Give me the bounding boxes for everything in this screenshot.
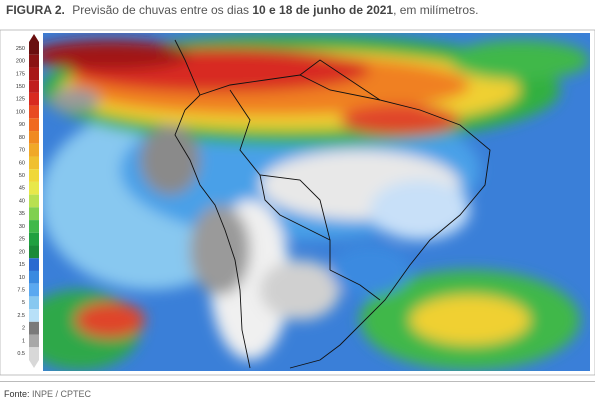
figure-label: FIGURA 2.: [6, 3, 65, 17]
colorbar-arrow: [29, 34, 39, 42]
colorbar-swatch: [29, 347, 39, 360]
colorbar-swatch: [29, 245, 39, 259]
caption-dates: 10 e 18 de junho de 2021: [252, 3, 394, 17]
colorbar-swatch: [29, 92, 39, 106]
colorbar-swatch: [29, 232, 39, 246]
colorbar-arrow: [29, 360, 39, 368]
colorbar-swatch: [29, 296, 39, 310]
colorbar-swatch: [29, 258, 39, 271]
source-text: INPE / CPTEC: [32, 389, 92, 399]
colorbar-swatch: [29, 309, 39, 322]
colorbar-swatch: [29, 118, 39, 132]
colorbar-label: 2.5: [17, 313, 25, 319]
colorbar-label: 2: [22, 326, 25, 332]
colorbar-swatch: [29, 207, 39, 221]
colorbar-label: 10: [19, 275, 25, 281]
colorbar-swatch: [29, 194, 39, 208]
colorbar-label: 80: [19, 135, 25, 141]
caption-text: Previsão de chuvas entre os dias: [72, 3, 253, 17]
colorbar-swatch: [29, 131, 39, 144]
colorbar-label: 20: [19, 249, 25, 255]
colorbar-label: 25: [19, 237, 25, 243]
colorbar-swatch: [29, 220, 39, 233]
colorbar-label: 45: [19, 186, 25, 192]
colorbar-label: 30: [19, 224, 25, 230]
colorbar-label: 150: [16, 84, 25, 90]
colorbar-label: 125: [16, 97, 25, 103]
colorbar-swatch: [29, 143, 39, 157]
colorbar-label: 15: [19, 262, 25, 268]
colorbar-label: 60: [19, 160, 25, 166]
colorbar-label: 175: [16, 71, 25, 77]
colorbar-swatch: [29, 270, 39, 284]
colorbar-swatch: [29, 169, 39, 182]
colorbar-label: 100: [16, 109, 25, 115]
colorbar-swatch: [29, 105, 39, 119]
colorbar-label: 5: [22, 300, 25, 306]
caption: FIGURA 2. Previsão de chuvas entre os di…: [6, 3, 478, 17]
colorbar-label: 90: [19, 122, 25, 128]
colorbar-label: 70: [19, 148, 25, 154]
source-label: Fonte:: [4, 389, 30, 399]
colorbar-swatch: [29, 42, 39, 55]
map: 2502001751501251009080706050454035302520…: [0, 29, 595, 376]
colorbar-swatch: [29, 334, 39, 348]
source: Fonte: INPE / CPTEC: [4, 389, 91, 399]
colorbar-swatch: [29, 181, 39, 195]
colorbar-label: 200: [16, 59, 25, 65]
colorbar-label: 1: [22, 338, 25, 344]
colorbar-label: 7.5: [17, 287, 25, 293]
colorbar-swatch: [29, 156, 39, 170]
divider: [0, 381, 595, 382]
colorbar-label: 35: [19, 211, 25, 217]
colorbar-swatch: [29, 80, 39, 93]
colorbar-label: 0.5: [17, 351, 25, 357]
colorbar-swatch: [29, 283, 39, 297]
colorbar: 2502001751501251009080706050454035302520…: [16, 34, 39, 368]
colorbar-swatch: [29, 67, 39, 81]
caption-text: , em milímetros.: [393, 3, 479, 17]
colorbar-label: 50: [19, 173, 25, 179]
borders: [174, 39, 491, 369]
colorbar-swatch: [29, 54, 39, 68]
colorbar-swatch: [29, 321, 39, 335]
precipitation-field: [43, 33, 590, 371]
colorbar-label: 40: [19, 198, 25, 204]
colorbar-label: 250: [16, 46, 25, 52]
